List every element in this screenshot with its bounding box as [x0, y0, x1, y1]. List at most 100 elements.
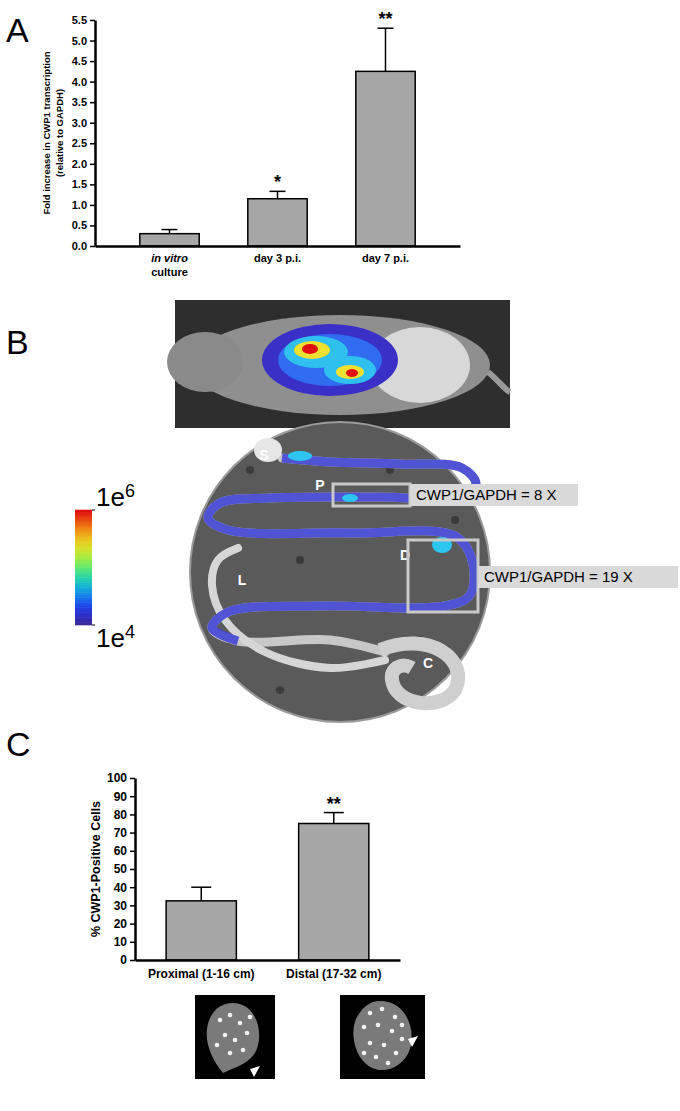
- panel-label: A: [6, 11, 29, 49]
- y-tick: 4.0: [72, 76, 95, 88]
- y-tick-mark: [130, 887, 135, 889]
- y-tick-mark: [90, 61, 95, 63]
- y-tick: 90: [114, 790, 135, 804]
- y-tick-label: 30: [114, 899, 128, 913]
- y-tick-mark: [90, 20, 95, 22]
- y-tick-label: 50: [114, 862, 128, 876]
- cyst-wall-vesicle: [245, 1031, 250, 1036]
- panel-label: B: [6, 323, 29, 361]
- error-bar: [277, 191, 279, 198]
- cell: [207, 1003, 260, 1073]
- y-tick-mark: [90, 40, 95, 42]
- y-tick-label: 5.0: [72, 35, 87, 47]
- y-axis-title: (relative to GAPDH): [54, 89, 65, 177]
- cyst-wall-vesicle: [228, 1051, 233, 1056]
- significance: **: [327, 794, 341, 814]
- annotation: CWP1/GAPDH = 8 X: [416, 486, 556, 503]
- cyst-wall-vesicle: [386, 1061, 391, 1066]
- y-tick-label: 4.5: [72, 55, 87, 67]
- micrograph-frame: [195, 995, 275, 1079]
- arrowhead: [408, 1036, 418, 1047]
- y-tick-mark: [130, 778, 135, 780]
- luminescence: [278, 334, 382, 386]
- panel-label: C: [6, 725, 31, 763]
- y-tick: 2.5: [72, 137, 95, 149]
- y-tick-mark: [90, 225, 95, 227]
- dish-spot: [296, 556, 304, 564]
- x-tick-label: Distal (17-32 cm): [286, 967, 381, 981]
- arrowhead: [250, 1066, 260, 1077]
- plot-area: [140, 28, 415, 246]
- bar: [356, 71, 415, 246]
- error-bar: [201, 887, 203, 901]
- y-tick-label: 60: [114, 844, 128, 858]
- luminescence: [294, 341, 330, 359]
- bar: [166, 901, 236, 960]
- y-tick-mark: [90, 205, 95, 207]
- annotation-region: [333, 484, 410, 506]
- y-tick-label: 80: [114, 808, 128, 822]
- y-tick-mark: [130, 796, 135, 798]
- x-axis-line: [96, 245, 461, 248]
- colorbar: [75, 510, 92, 626]
- cyst-wall-vesicle: [238, 1021, 243, 1026]
- colorbar-step: [75, 510, 92, 513]
- bar: [248, 199, 307, 246]
- annotation-region: [408, 540, 478, 612]
- y-tick-mark: [130, 869, 135, 871]
- x-tick: Distal (17-32 cm): [286, 960, 381, 981]
- y-tick-mark: [90, 143, 95, 145]
- y-tick-label: 3.5: [72, 96, 87, 108]
- y-axis-title: Fold increase in CWP1 transcription: [41, 51, 52, 214]
- y-tick-label: 40: [114, 881, 128, 895]
- error-bar: [333, 813, 335, 824]
- y-tick-mark: [130, 905, 135, 907]
- significance: *: [274, 172, 281, 192]
- cyst-wall-vesicle: [362, 1025, 367, 1030]
- y-tick-mark: [130, 851, 135, 853]
- x-tick-label: day 3 p.i.: [254, 252, 301, 264]
- y-tick: 40: [114, 881, 135, 895]
- luminescence: [262, 324, 398, 396]
- y-tick-label: 100: [107, 771, 127, 785]
- mouse-tail: [488, 372, 510, 392]
- y-tick-label: 90: [114, 790, 128, 804]
- luminescence: [288, 451, 312, 461]
- cyst-wall-vesicle: [390, 1029, 395, 1034]
- y-tick: 50: [114, 862, 135, 876]
- cyst-wall-vesicle: [374, 1055, 379, 1060]
- y-tick-label: 70: [114, 826, 128, 840]
- luminescence: [346, 369, 358, 377]
- y-tick: 3.5: [72, 96, 95, 108]
- bar: [299, 824, 369, 961]
- y-tick-label: 2.5: [72, 137, 87, 149]
- y-tick: 4.5: [72, 55, 95, 67]
- cecum: [380, 644, 458, 704]
- y-axis-title: % CWP1-Positive Cells: [89, 801, 103, 937]
- y-tick-mark: [90, 184, 95, 186]
- y-tick-mark: [130, 923, 135, 925]
- region-label: S: [259, 447, 268, 463]
- x-tick-label: day 7 p.i.: [362, 252, 409, 264]
- y-tick: 1.5: [72, 178, 95, 190]
- y-tick-mark: [130, 814, 135, 816]
- dish-spot: [246, 466, 254, 474]
- dissected-intestine: [190, 422, 490, 722]
- error-cap: [191, 886, 211, 888]
- mouse-head: [167, 332, 243, 392]
- x-tick: day 3 p.i.: [254, 246, 301, 264]
- y-tick-label: 1.0: [72, 199, 87, 211]
- cell: [353, 1001, 411, 1070]
- cyst-wall-vesicle: [223, 1033, 228, 1038]
- y-tick: 2.0: [72, 158, 95, 170]
- cyst-wall-vesicle: [376, 1023, 381, 1028]
- x-tick: Proximal (1-16 cm): [148, 960, 255, 981]
- y-tick-mark: [90, 102, 95, 104]
- annotation-box: [478, 566, 678, 588]
- x-axis: Proximal (1-16 cm) Distal (17-32 cm): [136, 960, 401, 981]
- dish-spot: [451, 516, 459, 524]
- cyst-wall-vesicle: [382, 1043, 387, 1048]
- x-axis-line: [136, 959, 401, 962]
- y-tick: 100: [107, 771, 135, 785]
- cyst-wall-vesicle: [362, 1051, 367, 1056]
